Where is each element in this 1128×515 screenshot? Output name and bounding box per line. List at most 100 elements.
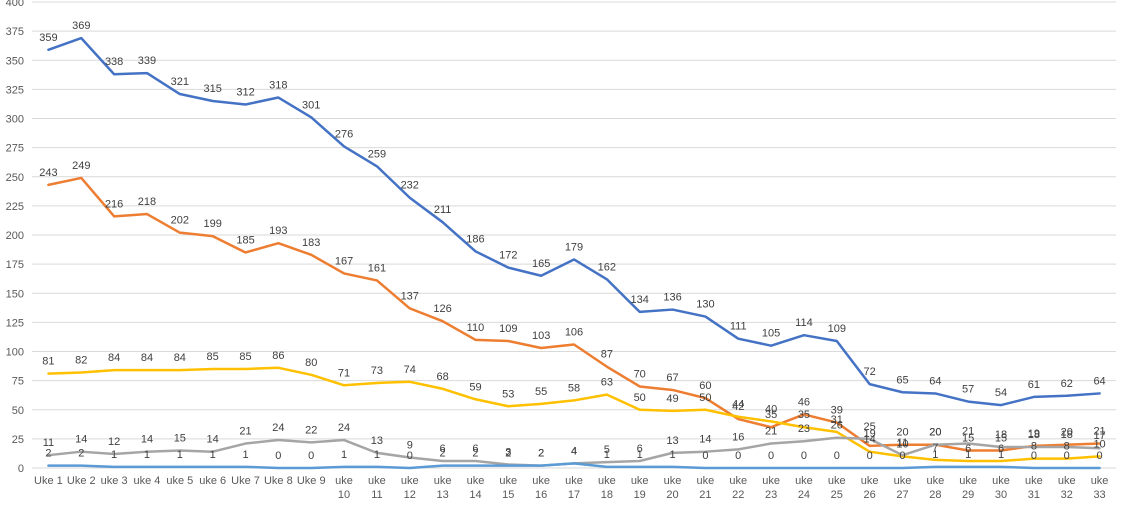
y-tick-label: 250 bbox=[6, 172, 24, 184]
data-label: 2 bbox=[505, 448, 511, 460]
x-tick-label: uke 14 bbox=[467, 475, 485, 501]
data-label: 25 bbox=[864, 421, 876, 433]
x-tick-label: uke 26 bbox=[861, 475, 879, 501]
data-label: 134 bbox=[631, 294, 649, 306]
x-tick-label: uke 33 bbox=[1091, 475, 1109, 501]
data-label: 68 bbox=[436, 371, 448, 383]
data-label: 49 bbox=[666, 393, 678, 405]
data-label: 31 bbox=[831, 414, 843, 426]
data-label: 11 bbox=[897, 437, 908, 449]
data-label: 21 bbox=[1093, 426, 1105, 438]
data-label: 0 bbox=[702, 450, 708, 462]
data-label: 202 bbox=[171, 215, 189, 227]
x-tick-label: uke 29 bbox=[959, 475, 977, 501]
data-label: 35 bbox=[765, 409, 777, 421]
data-label: 318 bbox=[269, 80, 287, 92]
data-label: 301 bbox=[302, 99, 320, 111]
data-label: 80 bbox=[305, 357, 317, 369]
data-label: 21 bbox=[239, 426, 251, 438]
data-label: 0 bbox=[735, 450, 741, 462]
y-tick-label: 350 bbox=[6, 55, 24, 67]
y-tick-label: 25 bbox=[12, 434, 24, 446]
data-label: 2 bbox=[538, 448, 544, 460]
data-label: 40 bbox=[765, 403, 777, 415]
data-label: 218 bbox=[138, 196, 156, 208]
data-label: 105 bbox=[762, 328, 780, 340]
data-label: 84 bbox=[141, 352, 153, 364]
x-tick-label: uke 15 bbox=[499, 475, 517, 501]
data-label: 20 bbox=[896, 427, 908, 439]
data-label: 6 bbox=[998, 443, 1004, 455]
data-label: 71 bbox=[338, 367, 350, 379]
x-tick-label: uke 23 bbox=[762, 475, 780, 501]
data-label: 14 bbox=[864, 434, 876, 446]
data-label: 19 bbox=[1028, 428, 1040, 440]
data-label: 85 bbox=[207, 351, 219, 363]
data-label: 18 bbox=[1061, 429, 1073, 441]
data-label: 65 bbox=[896, 374, 908, 386]
series-line-1 bbox=[47, 176, 1101, 452]
data-label: 2 bbox=[472, 448, 478, 460]
data-label: 15 bbox=[174, 433, 186, 445]
data-label: 0 bbox=[768, 450, 774, 462]
x-tick-label: uke 16 bbox=[532, 475, 550, 501]
data-label: 10 bbox=[896, 438, 908, 450]
data-label: 44 bbox=[732, 399, 744, 411]
data-label: 61 bbox=[1028, 379, 1040, 391]
data-label: 14 bbox=[141, 434, 153, 446]
data-label: 0 bbox=[801, 450, 807, 462]
data-label: 46 bbox=[798, 396, 810, 408]
data-label: 15 bbox=[962, 433, 974, 445]
data-label: 167 bbox=[335, 255, 353, 267]
data-label: 12 bbox=[108, 436, 120, 448]
x-tick-label: uke 11 bbox=[368, 475, 386, 501]
y-tick-label: 275 bbox=[6, 143, 24, 155]
data-label: 20 bbox=[929, 427, 941, 439]
data-label: 3 bbox=[505, 447, 511, 459]
data-label: 243 bbox=[39, 167, 57, 179]
x-tick-label: uke 30 bbox=[992, 475, 1010, 501]
data-label: 106 bbox=[565, 327, 583, 339]
data-label: 1 bbox=[965, 449, 971, 461]
data-label: 0 bbox=[407, 450, 413, 462]
data-label: 8 bbox=[1064, 441, 1070, 453]
data-label: 1 bbox=[242, 449, 248, 461]
y-tick-label: 325 bbox=[6, 84, 24, 96]
y-tick-label: 125 bbox=[6, 317, 24, 329]
data-label: 86 bbox=[272, 350, 284, 362]
x-tick-label: uke 13 bbox=[434, 475, 452, 501]
data-label: 21 bbox=[962, 426, 974, 438]
data-label: 2 bbox=[440, 448, 446, 460]
x-tick-label: uke 3 bbox=[101, 475, 128, 487]
data-label: 276 bbox=[335, 128, 353, 140]
data-label: 1 bbox=[637, 449, 643, 461]
data-label: 50 bbox=[634, 392, 646, 404]
data-label: 81 bbox=[42, 356, 54, 368]
data-label: 109 bbox=[499, 323, 517, 335]
data-label: 0 bbox=[1064, 450, 1070, 462]
data-label: 211 bbox=[434, 204, 452, 216]
data-label: 109 bbox=[828, 323, 846, 335]
x-tick-label: uke 27 bbox=[894, 475, 912, 501]
x-tick-label: uke 28 bbox=[926, 475, 944, 501]
data-label: 21 bbox=[765, 426, 777, 438]
data-label: 312 bbox=[236, 87, 254, 99]
data-label: 19 bbox=[864, 428, 876, 440]
data-label: 9 bbox=[407, 440, 413, 452]
data-label: 4 bbox=[571, 445, 577, 457]
data-label: 321 bbox=[171, 76, 189, 88]
data-label: 42 bbox=[732, 401, 744, 413]
y-tick-label: 150 bbox=[6, 288, 24, 300]
data-label: 18 bbox=[995, 429, 1007, 441]
data-label: 130 bbox=[696, 299, 714, 311]
data-label: 84 bbox=[108, 352, 120, 364]
x-tick-label: uke 31 bbox=[1025, 475, 1043, 501]
y-tick-label: 0 bbox=[18, 463, 24, 475]
x-tick-label: uke 21 bbox=[697, 475, 715, 501]
data-label: 6 bbox=[472, 443, 478, 455]
data-label: 136 bbox=[663, 292, 681, 304]
data-label: 6 bbox=[965, 443, 971, 455]
data-label: 232 bbox=[401, 180, 419, 192]
